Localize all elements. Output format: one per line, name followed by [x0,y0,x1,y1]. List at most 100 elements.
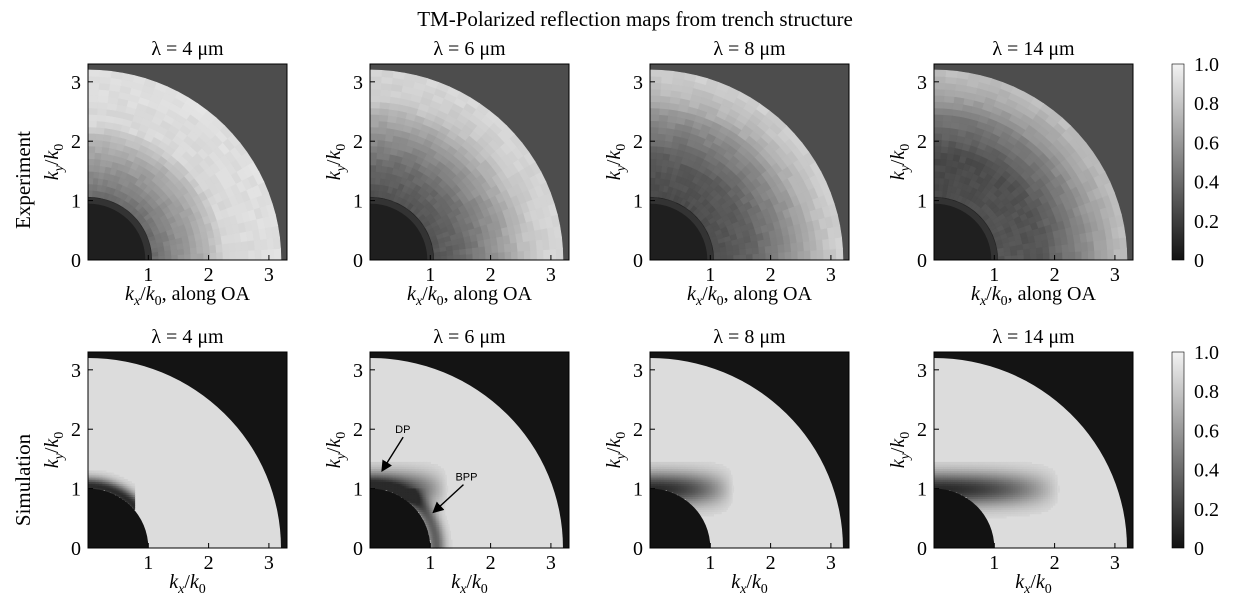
heatmap-cell [273,248,282,261]
y-axis-label: ky/k0 [887,144,913,181]
heatmap-cell [649,183,656,191]
heatmap-cell [510,250,519,261]
heatmap-cell [810,249,818,261]
heatmap-cell [378,114,389,122]
heatmap-cell [835,248,844,261]
y-tick-label: 0 [633,250,643,272]
figure-title: TM-Polarized reflection maps from trench… [417,7,853,31]
heatmap-cell [649,164,657,172]
heatmap-cell [938,171,946,179]
heatmap-cell [1035,246,1044,255]
heatmap-cell [655,152,664,160]
heatmap-cell [373,183,380,192]
heatmap-cell [833,225,842,239]
heatmap-cell [1029,247,1038,255]
heatmap-cell [93,152,102,160]
heatmap-cell [554,236,563,250]
heatmap-cell [517,250,525,261]
heatmap-cell [376,145,385,154]
heatmap-cell [1086,240,1095,252]
heatmap-cell [369,183,376,191]
heatmap-cell [98,69,112,78]
heatmap-cell [660,69,674,78]
heatmap-cell [1119,248,1128,261]
y-tick-label: 1 [71,479,81,501]
heatmap-cell [478,252,487,261]
heatmap-cell [189,246,198,255]
heatmap-cell [658,114,669,122]
heatmap-cell [942,101,954,110]
heatmap-cell [97,95,109,104]
heatmap-cell [369,69,383,77]
heatmap-cell [177,253,185,261]
heatmap-cell [654,171,662,179]
heatmap-cell [164,254,172,261]
heatmap-cell [809,239,818,251]
heatmap-cell [659,88,672,97]
heatmap-cell [933,113,944,122]
heatmap-cell [443,470,446,474]
heatmap-cell [87,69,101,77]
heatmap-cell [943,95,955,104]
heatmap-cell [765,252,773,261]
x-tick-label: 2 [204,264,214,286]
heatmap-cell [378,107,389,116]
heatmap-cell [938,177,945,185]
heatmap-cell [933,101,945,109]
heatmap-cell [1094,249,1102,261]
heatmap-cell [374,171,382,179]
heatmap-cell [649,139,658,147]
heatmap-cell [459,253,467,261]
heatmap-cell [751,246,760,255]
heatmap-cell [649,126,659,134]
heatmap-cell [784,251,792,261]
heatmap-cell [770,244,779,254]
heatmap-cell [944,69,958,78]
y-axis-label: ky/k0 [323,144,349,181]
heatmap-cell [215,243,224,253]
heatmap-cell [657,126,667,135]
heatmap-cell [937,183,944,192]
heatmap-cell [94,145,103,154]
heatmap-cell [1054,244,1063,254]
heatmap-cell [657,120,668,129]
heatmap-cell [369,177,376,185]
heatmap-cell [99,159,107,167]
heatmap-cell [529,239,538,251]
heatmap-cell [484,245,493,254]
heatmap-cell [933,145,942,153]
heatmap-cell [380,69,394,78]
heatmap-cell [752,253,760,261]
heatmap-cell [823,248,831,261]
heatmap-cell [375,152,384,160]
heatmap-cell [1029,253,1038,261]
panel-title: λ = 4 μm [151,326,224,348]
heatmap-cell [87,145,96,153]
x-tick-label: 3 [264,552,274,574]
heatmap-cell [92,171,100,179]
x-tick-label: 2 [204,552,214,574]
heatmap-cell [649,107,660,115]
heatmap-cell [933,183,940,191]
heatmap-cell [369,120,379,128]
heatmap-cell [649,170,656,179]
heatmap-cell [933,132,943,141]
heatmap-cell [235,250,243,261]
y-tick-label: 2 [917,131,927,153]
heatmap-cell [1042,245,1050,254]
heatmap-cell [656,145,665,154]
heatmap-cell [1081,250,1089,261]
heatmap-cell [657,133,666,141]
heatmap-cell [196,252,205,261]
heatmap-cell [87,177,94,185]
heatmap-cell [377,120,388,129]
heatmap-cell [183,253,192,261]
heatmap-cell [369,132,379,141]
heatmap-cell [95,126,105,135]
heatmap-cell [649,158,657,166]
y-tick-label: 2 [633,131,643,153]
heatmap-cell [1061,243,1070,253]
heatmap-cell [375,158,383,167]
heatmap-cell [381,159,389,167]
